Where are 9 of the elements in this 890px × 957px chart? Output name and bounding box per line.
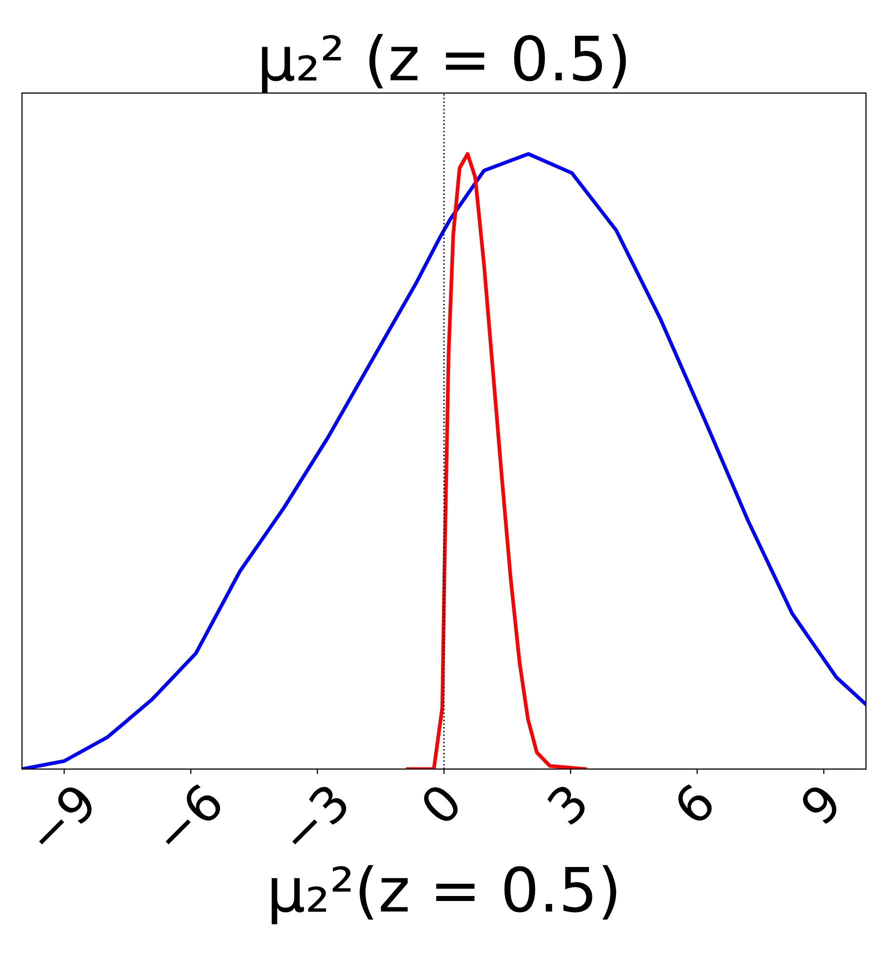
- x-tick-label: 9: [798, 782, 843, 826]
- x-tick-label: 6: [672, 782, 716, 826]
- x-tick-label: −9: [25, 782, 98, 855]
- x-tick-label: 3: [546, 782, 590, 826]
- x-tick-label: −6: [152, 782, 225, 855]
- x-tick-label: −3: [278, 782, 351, 855]
- x-axis-title: μ₂²(z = 0.5): [272, 865, 616, 924]
- x-tick-label: 0: [418, 782, 464, 826]
- chart-title: μ₂² (z = 0.5): [262, 34, 626, 94]
